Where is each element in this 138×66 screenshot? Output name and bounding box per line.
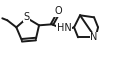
- Text: S: S: [23, 12, 30, 22]
- Text: HN: HN: [57, 23, 71, 33]
- Text: N: N: [90, 32, 98, 42]
- Text: O: O: [54, 6, 62, 16]
